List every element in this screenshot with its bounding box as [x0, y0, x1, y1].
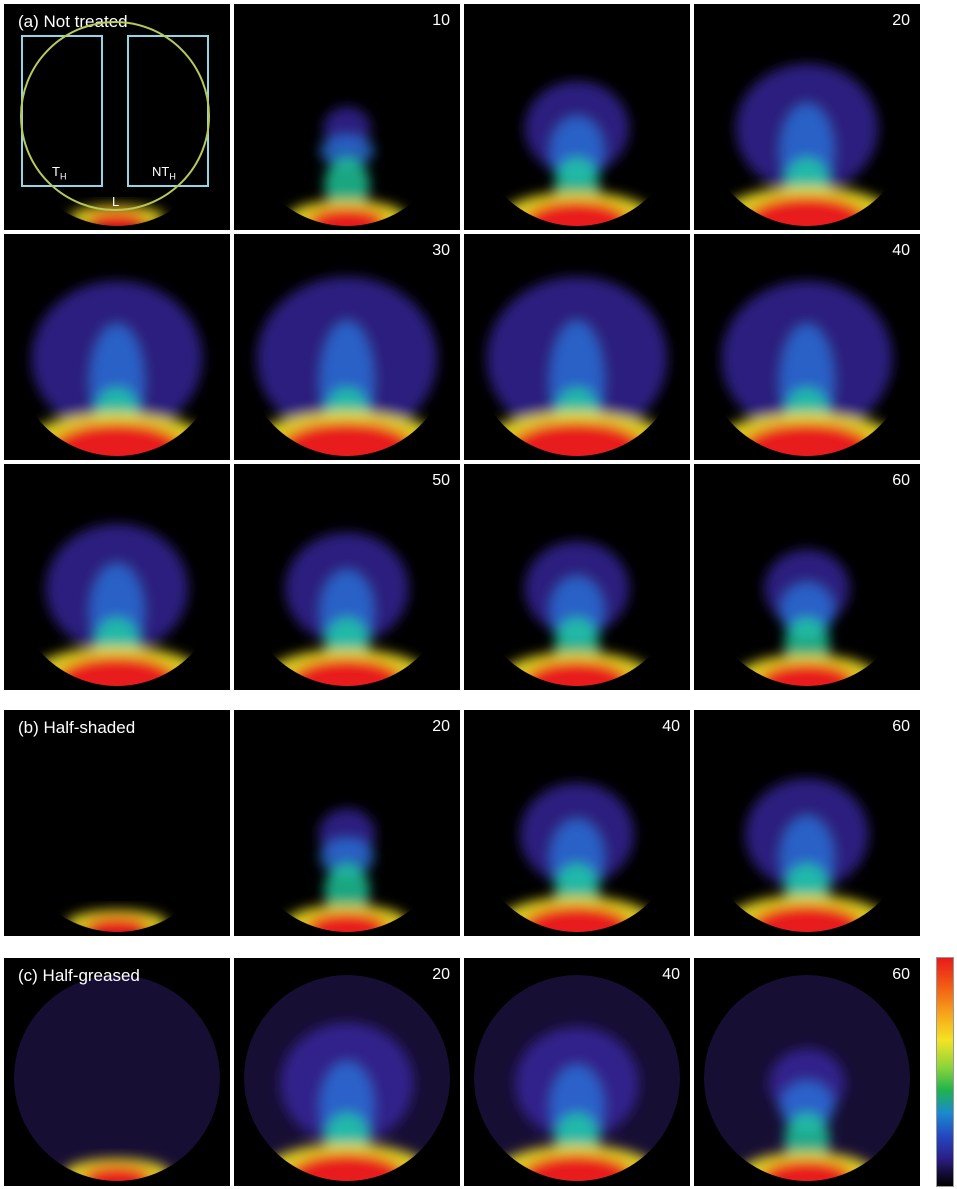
time-label: 40 — [662, 718, 680, 735]
panel-a-1: (a) Not treated TH NTH L — [4, 4, 230, 230]
time-label: 60 — [892, 472, 910, 489]
panel-a-11 — [464, 464, 690, 690]
thermal-image — [248, 276, 446, 456]
panel-a-3 — [464, 4, 690, 230]
panel-b-1: (b) Half-shaded — [4, 710, 230, 936]
thermal-image — [497, 782, 657, 932]
panel-a-9 — [4, 464, 230, 690]
thermal-image — [244, 975, 450, 1181]
time-label: 40 — [892, 242, 910, 259]
time-label: 40 — [662, 966, 680, 983]
panel-b-3: 40 — [464, 710, 690, 936]
panel-a-10: 50 — [234, 464, 460, 690]
thermal-image — [704, 975, 910, 1181]
thermal-image — [474, 975, 680, 1181]
time-label: 20 — [432, 966, 450, 983]
thermal-image — [68, 205, 166, 226]
roi-overlay — [20, 21, 210, 211]
panel-c-3: 40 — [464, 958, 690, 1186]
roi-label-right: NTH — [152, 164, 176, 182]
thermal-image — [500, 541, 654, 686]
roi-label-bottom: L — [112, 194, 120, 209]
panel-b-4: 60 — [694, 710, 920, 936]
panel-a-5 — [4, 234, 230, 460]
colorbar — [936, 957, 954, 1187]
section-label-b: (b) Half-shaded — [18, 718, 136, 737]
panel-a-12: 60 — [694, 464, 920, 690]
thermal-image — [66, 909, 168, 932]
panel-c-2: 20 — [234, 958, 460, 1186]
panel-c-1: (c) Half-greased — [4, 958, 230, 1186]
time-label: 20 — [432, 718, 450, 735]
thermal-image — [719, 63, 895, 226]
panel-b-2: 20 — [234, 710, 460, 936]
panel-a-8: 40 — [694, 234, 920, 460]
panel-a-4: 20 — [694, 4, 920, 230]
thermal-image — [736, 549, 878, 686]
panel-a-7 — [464, 234, 690, 460]
panel-c-4: 60 — [694, 958, 920, 1186]
time-label: 60 — [892, 718, 910, 735]
time-label: 30 — [432, 242, 450, 259]
section-label-c: (c) Half-greased — [18, 966, 140, 985]
thermal-image — [478, 276, 676, 456]
time-label: 10 — [432, 12, 450, 29]
roi-label-left: TH — [52, 164, 67, 182]
thermal-image — [287, 106, 407, 226]
panel-a-6: 30 — [234, 234, 460, 460]
thermal-image — [284, 808, 410, 932]
thermal-image — [29, 523, 205, 686]
thermal-image — [710, 281, 904, 456]
thermal-image — [20, 281, 214, 456]
time-label: 60 — [892, 966, 910, 983]
thermal-image — [265, 532, 429, 686]
panel-a-2: 10 — [234, 4, 460, 230]
thermal-image — [725, 778, 889, 932]
time-label: 20 — [892, 12, 910, 29]
section-label-a: (a) Not treated — [18, 12, 128, 31]
time-label: 50 — [432, 472, 450, 489]
thermal-image — [500, 81, 654, 226]
thermal-image — [14, 975, 220, 1181]
